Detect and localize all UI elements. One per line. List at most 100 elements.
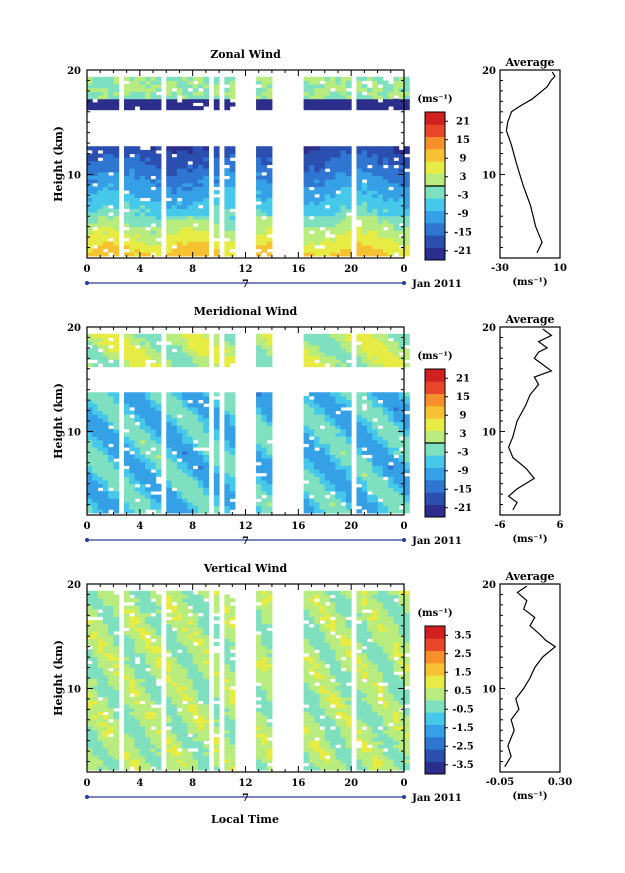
heatmap-cell	[123, 501, 130, 507]
heatmap-cell	[256, 428, 262, 433]
heatmap-cell	[182, 153, 188, 158]
heatmap-cell	[150, 344, 157, 349]
heatmap-cell	[266, 454, 273, 459]
heatmap-cell	[87, 215, 93, 220]
heatmap-cell	[145, 395, 151, 401]
heatmap-cell	[150, 671, 157, 676]
heatmap-cell	[108, 707, 114, 712]
heatmap-cell	[171, 652, 178, 658]
heatmap-cell	[182, 333, 188, 338]
heatmap-cell	[340, 186, 347, 191]
heatmap-cell	[92, 740, 99, 745]
heatmap-cell	[129, 483, 136, 488]
heatmap-cell	[197, 395, 204, 401]
heatmap-cell	[340, 509, 347, 514]
heatmap-cell	[197, 744, 204, 749]
heatmap-cell	[203, 605, 210, 610]
heatmap-cell	[87, 201, 93, 206]
heatmap-cell	[187, 718, 194, 723]
heatmap-cell	[203, 612, 210, 617]
heatmap-cell	[308, 212, 315, 217]
heatmap-cell	[102, 594, 109, 599]
heatmap-cell	[213, 212, 220, 217]
heatmap-cell	[139, 439, 146, 444]
heatmap-cell	[92, 186, 99, 191]
heatmap-cell	[87, 682, 93, 687]
heatmap-cell	[224, 87, 231, 92]
date-label: Jan 2011	[411, 536, 462, 547]
heatmap-cell	[155, 197, 162, 202]
heatmap-cell	[367, 443, 373, 448]
heatmap-cell	[377, 182, 384, 187]
heatmap-cell	[182, 762, 188, 767]
heatmap-cell	[192, 233, 199, 239]
heatmap-cell	[345, 480, 352, 485]
heatmap-cell	[87, 663, 93, 669]
heatmap-cell	[139, 399, 146, 404]
heatmap-cell	[361, 450, 368, 455]
heatmap-cell	[87, 494, 93, 499]
heatmap-cell	[324, 498, 331, 503]
heatmap-cell	[256, 758, 262, 764]
heatmap-cell	[393, 168, 400, 173]
heatmap-cell	[388, 509, 394, 514]
heatmap-cell	[266, 160, 273, 166]
heatmap-cell	[97, 663, 104, 669]
heatmap-cell	[87, 465, 93, 470]
heatmap-cell	[113, 674, 120, 680]
heatmap-cell	[139, 601, 146, 606]
heatmap-cell	[155, 410, 162, 415]
heatmap-cell	[398, 487, 405, 492]
heatmap-cell	[224, 700, 231, 705]
heatmap-cell	[113, 656, 120, 661]
heatmap-cell	[113, 649, 120, 654]
heatmap-cell	[145, 722, 151, 727]
heatmap-cell	[123, 461, 130, 466]
heatmap-cell	[203, 480, 210, 485]
heatmap-cell	[155, 641, 162, 647]
heatmap-cell	[388, 458, 394, 463]
heatmap-cell	[197, 417, 204, 423]
heatmap-cell	[261, 483, 268, 488]
heatmap-cell	[335, 248, 342, 253]
heatmap-cell	[129, 652, 136, 658]
heatmap-cell	[361, 399, 368, 404]
heatmap-cell	[404, 461, 410, 466]
x-tick-label: 8	[189, 264, 196, 275]
heatmap-cell	[256, 450, 262, 455]
heatmap-cell	[166, 766, 173, 771]
heatmap-cell	[102, 715, 109, 720]
heatmap-cell	[176, 689, 183, 694]
heatmap-cell	[197, 428, 204, 433]
heatmap-cell	[123, 182, 130, 187]
heatmap-cell	[150, 244, 157, 250]
heatmap-cell	[171, 616, 178, 621]
heatmap-cell	[139, 505, 146, 510]
profile-x-tick-label: -30	[491, 263, 509, 274]
heatmap-cell	[92, 667, 99, 672]
heatmap-cell	[356, 461, 363, 466]
heatmap-cell	[171, 733, 178, 738]
heatmap-cell	[213, 594, 220, 599]
heatmap-cell	[256, 490, 262, 496]
heatmap-cell	[213, 598, 220, 603]
heatmap-cell	[87, 707, 93, 712]
heatmap-cell	[213, 87, 220, 92]
heatmap-cell	[335, 204, 342, 209]
heatmap-cell	[330, 450, 336, 455]
heatmap-cell	[266, 509, 273, 514]
heatmap-cell	[330, 175, 336, 180]
heatmap-cell	[102, 84, 109, 89]
heatmap-cell	[203, 631, 210, 636]
heatmap-cell	[123, 410, 130, 415]
heatmap-cell	[97, 450, 104, 455]
heatmap-cell	[182, 252, 188, 257]
heatmap-cell	[229, 755, 236, 760]
heatmap-cell	[314, 171, 320, 176]
heatmap-cell	[182, 487, 188, 492]
heatmap-cell	[87, 766, 93, 771]
heatmap-cell	[197, 652, 204, 658]
heatmap-cell	[150, 660, 157, 665]
heatmap-cell	[129, 146, 136, 151]
heatmap-cell	[197, 432, 204, 437]
